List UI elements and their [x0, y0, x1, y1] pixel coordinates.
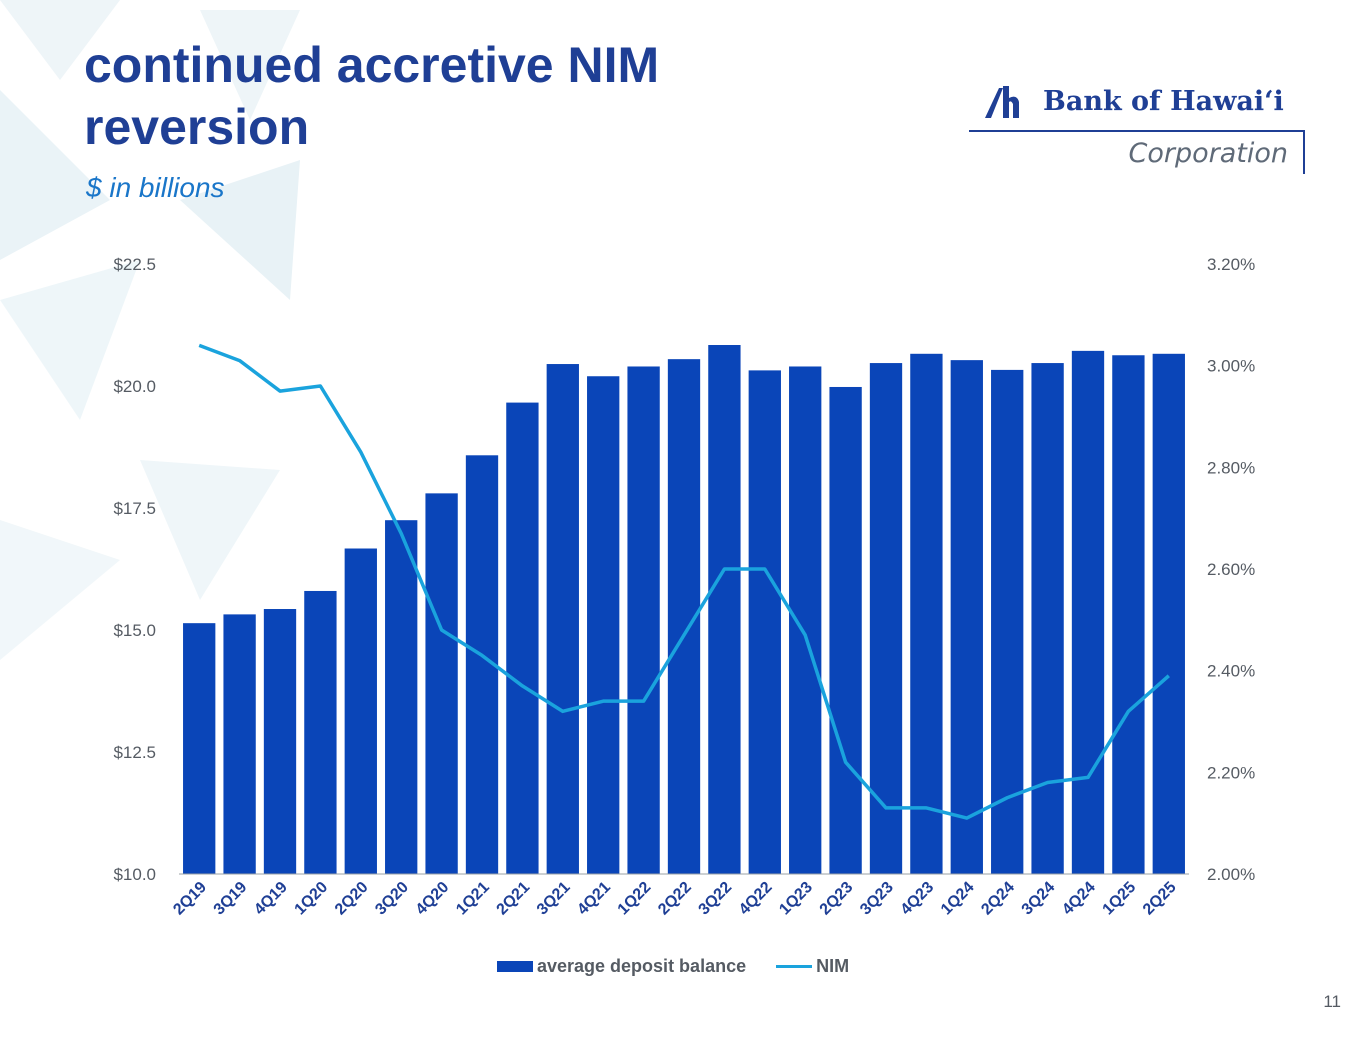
bar-2Q21 [506, 402, 539, 874]
x-axis-tick: 4Q21 [574, 879, 614, 919]
x-axis-tick: 3Q20 [372, 879, 412, 919]
legend-item-nim: NIM [776, 956, 849, 977]
legend-swatch-bar [497, 960, 533, 972]
x-axis-tick: 2Q23 [817, 879, 857, 919]
legend-label-deposits: average deposit balance [537, 955, 747, 976]
bar-1Q23 [789, 366, 822, 874]
logo-name: Bank of Hawaiʻi [1043, 86, 1284, 117]
right-axis-tick: 2.60% [1207, 560, 1255, 579]
x-axis-tick: 4Q24 [1059, 879, 1099, 919]
bar-1Q20 [304, 590, 337, 874]
left-axis-tick: $20.0 [113, 377, 156, 396]
bank-logo: Bank of Hawaiʻi Corporation [965, 80, 1310, 180]
right-axis-tick: 2.40% [1207, 662, 1255, 681]
title-line-2: reversion [84, 99, 310, 155]
left-axis-tick: $12.5 [113, 743, 156, 762]
bar-2Q25 [1152, 353, 1185, 874]
x-axis-tick: 3Q22 [696, 879, 736, 919]
bar-3Q20 [385, 520, 418, 874]
left-axis-tick: $22.5 [113, 255, 156, 274]
left-axis-tick: $15.0 [113, 621, 156, 640]
x-axis-tick: 4Q22 [736, 879, 776, 919]
background-star-pattern [0, 0, 300, 660]
x-axis-tick: 1Q20 [292, 879, 332, 919]
x-axis-tick: 4Q19 [251, 879, 291, 919]
right-axis-tick: 2.20% [1207, 763, 1255, 782]
x-axis-tick: 2Q19 [170, 879, 210, 919]
page-number: 11 [1323, 992, 1341, 1011]
x-axis-tick: 3Q19 [211, 879, 251, 919]
left-axis-tick: $17.5 [113, 499, 156, 518]
bar-4Q23 [910, 353, 943, 874]
bar-4Q21 [587, 376, 620, 874]
x-axis-tick: 3Q23 [857, 879, 897, 919]
bar-2Q24 [991, 369, 1024, 874]
bar-4Q22 [748, 370, 781, 874]
bar-3Q19 [223, 614, 256, 874]
logo-vertical-rule [1303, 130, 1305, 174]
x-axis-tick: 2Q25 [1140, 879, 1180, 919]
legend-swatch-line [776, 964, 813, 968]
x-axis-tick: 1Q24 [938, 879, 978, 919]
x-axis-tick: 1Q23 [776, 879, 816, 919]
bar-1Q24 [950, 360, 983, 874]
x-axis-tick: 3Q24 [1019, 879, 1059, 919]
bar-4Q19 [263, 609, 297, 874]
logo-rule [969, 130, 1305, 132]
x-axis-tick: 4Q23 [898, 879, 938, 919]
right-axis-tick: 3.00% [1207, 357, 1255, 376]
nim-series-line [198, 343, 1170, 820]
bar-2Q23 [829, 386, 862, 874]
bar-3Q21 [546, 364, 579, 874]
x-axis-tick: 1Q21 [453, 879, 493, 919]
x-axis-tick: 1Q22 [615, 879, 655, 919]
legend-item-deposits: average deposit balance [497, 956, 746, 977]
left-axis-tick: $10.0 [113, 865, 156, 884]
x-axis-tick: 2Q24 [978, 879, 1018, 919]
logo-corporation: Corporation [1128, 138, 1289, 169]
right-axis-tick: 3.20% [1207, 255, 1255, 274]
x-axis-tick: 2Q20 [332, 879, 372, 919]
title-line-1: continued accretive NIM [84, 37, 660, 93]
bar-2Q20 [344, 548, 377, 874]
bar-1Q25 [1112, 355, 1145, 875]
x-axis-tick: 2Q21 [494, 879, 534, 919]
x-axis-tick: 1Q25 [1100, 879, 1140, 919]
bar-3Q22 [708, 345, 741, 874]
bar-3Q24 [1031, 363, 1064, 874]
right-axis-tick: 2.80% [1207, 458, 1255, 477]
x-axis-tick: 4Q20 [413, 879, 453, 919]
page-title: continued accretive NIM reversion [84, 34, 844, 158]
subtitle: $ in billions [86, 172, 225, 203]
legend-label-nim: NIM [816, 955, 850, 976]
bar-3Q23 [869, 363, 903, 874]
x-axis-tick: 3Q21 [534, 879, 574, 919]
bar-1Q22 [627, 366, 660, 874]
right-axis-tick: 2.00% [1207, 865, 1255, 884]
bank-logo-mark-icon [985, 86, 1019, 118]
bar-4Q24 [1071, 350, 1105, 874]
bar-2Q19 [183, 623, 216, 874]
bar-4Q20 [425, 493, 458, 874]
chart-legend: average deposit balance NIM [497, 954, 879, 978]
x-axis-tick: 2Q22 [655, 879, 695, 919]
